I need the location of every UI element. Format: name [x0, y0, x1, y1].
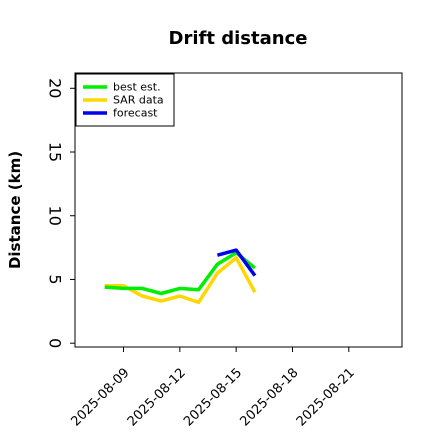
- y-tick-label: 10: [46, 206, 65, 226]
- legend-label: best est.: [113, 81, 161, 94]
- chart-title: Drift distance: [169, 28, 308, 49]
- y-tick-label: 0: [46, 338, 65, 348]
- series-line-forecast: [216, 248, 257, 277]
- series-line-best-est: [104, 250, 257, 296]
- series-lines: [104, 248, 257, 305]
- x-tick-label: 2025-08-09: [69, 365, 133, 429]
- x-tick-label: 2025-08-21: [294, 365, 358, 429]
- x-tick-label: 2025-08-18: [237, 365, 301, 429]
- x-tick-label: 2025-08-12: [125, 365, 189, 429]
- y-axis: 0 5 10 15 20: [46, 78, 75, 348]
- legend-label: forecast: [113, 107, 158, 120]
- legend-label: SAR data: [113, 94, 164, 107]
- y-tick-label: 5: [46, 274, 65, 284]
- x-axis: 2025-08-092025-08-122025-08-152025-08-18…: [69, 347, 358, 429]
- y-axis-label: Distance (km): [6, 151, 24, 269]
- y-tick-label: 15: [46, 142, 65, 162]
- y-tick-label: 20: [46, 78, 65, 98]
- x-tick-label: 2025-08-15: [181, 365, 245, 429]
